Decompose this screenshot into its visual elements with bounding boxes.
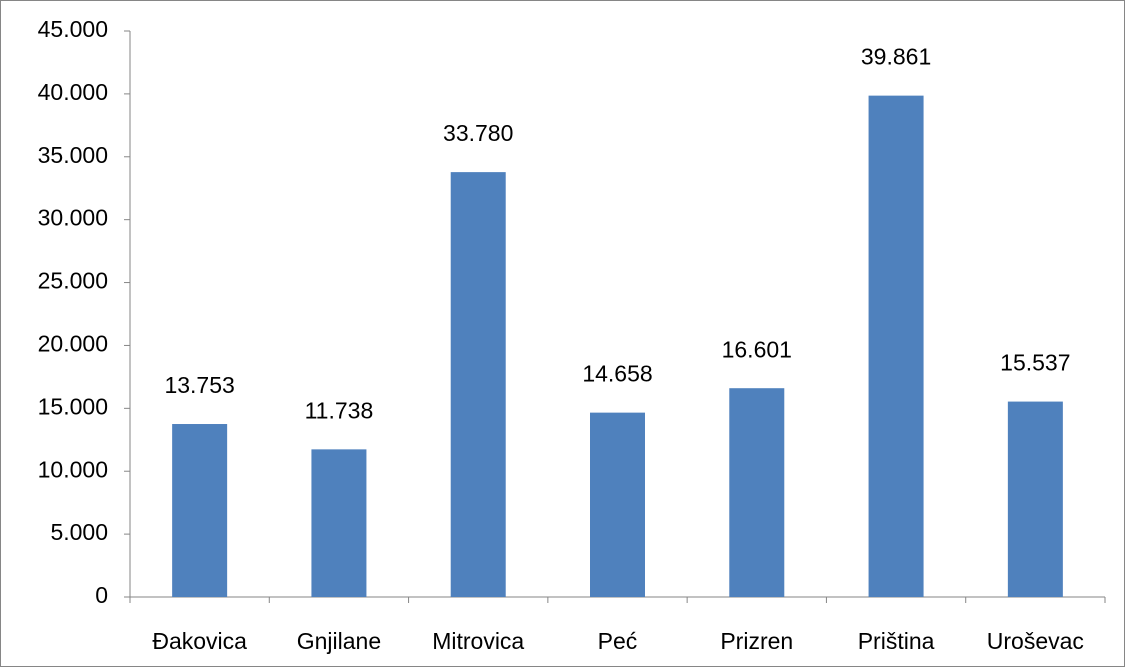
y-tick-label: 45.000 bbox=[38, 16, 108, 42]
y-tick-label: 20.000 bbox=[38, 331, 108, 357]
y-tick-label: 5.000 bbox=[50, 519, 108, 545]
bar bbox=[868, 95, 924, 597]
bar bbox=[172, 424, 228, 597]
x-tick-label: Prizren bbox=[720, 628, 793, 654]
data-label: 11.738 bbox=[305, 397, 374, 423]
data-label: 13.753 bbox=[164, 372, 234, 398]
y-tick-label: 0 bbox=[95, 582, 108, 608]
data-label: 16.601 bbox=[722, 336, 792, 362]
x-tick-label: Uroševac bbox=[987, 628, 1084, 654]
bar bbox=[450, 172, 506, 597]
y-tick-label: 25.000 bbox=[38, 268, 108, 294]
y-tick-label: 35.000 bbox=[38, 142, 108, 168]
bar bbox=[729, 388, 785, 597]
data-label: 15.537 bbox=[1000, 350, 1070, 376]
y-tick-label: 10.000 bbox=[38, 456, 108, 482]
bar bbox=[590, 412, 645, 597]
y-tick-label: 40.000 bbox=[38, 79, 108, 105]
x-tick-label: Peć bbox=[598, 628, 638, 654]
x-tick-label: Priština bbox=[858, 628, 935, 654]
x-tick-label: Đakovica bbox=[152, 628, 247, 654]
y-tick-label: 30.000 bbox=[38, 205, 108, 231]
y-tick-label: 15.000 bbox=[38, 393, 108, 419]
x-tick-label: Mitrovica bbox=[432, 628, 524, 654]
bar bbox=[1007, 401, 1063, 597]
x-tick-label: Gnjilane bbox=[297, 628, 381, 654]
bar bbox=[311, 449, 367, 597]
data-label: 33.780 bbox=[443, 120, 513, 146]
data-label: 14.658 bbox=[582, 361, 652, 387]
data-label: 39.861 bbox=[861, 44, 931, 70]
